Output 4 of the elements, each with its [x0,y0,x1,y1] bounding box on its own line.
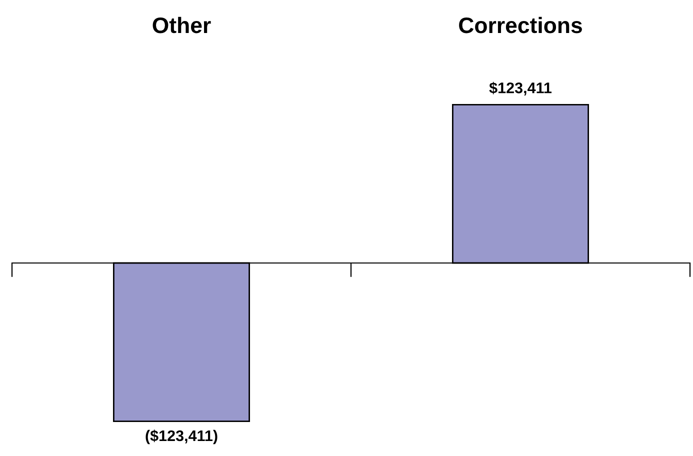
x-tick-label: Other [152,16,211,34]
data-label: $123,411 [489,82,552,96]
data-label: ($123,411) [146,430,218,444]
x-tick-label: Corrections [459,16,582,34]
